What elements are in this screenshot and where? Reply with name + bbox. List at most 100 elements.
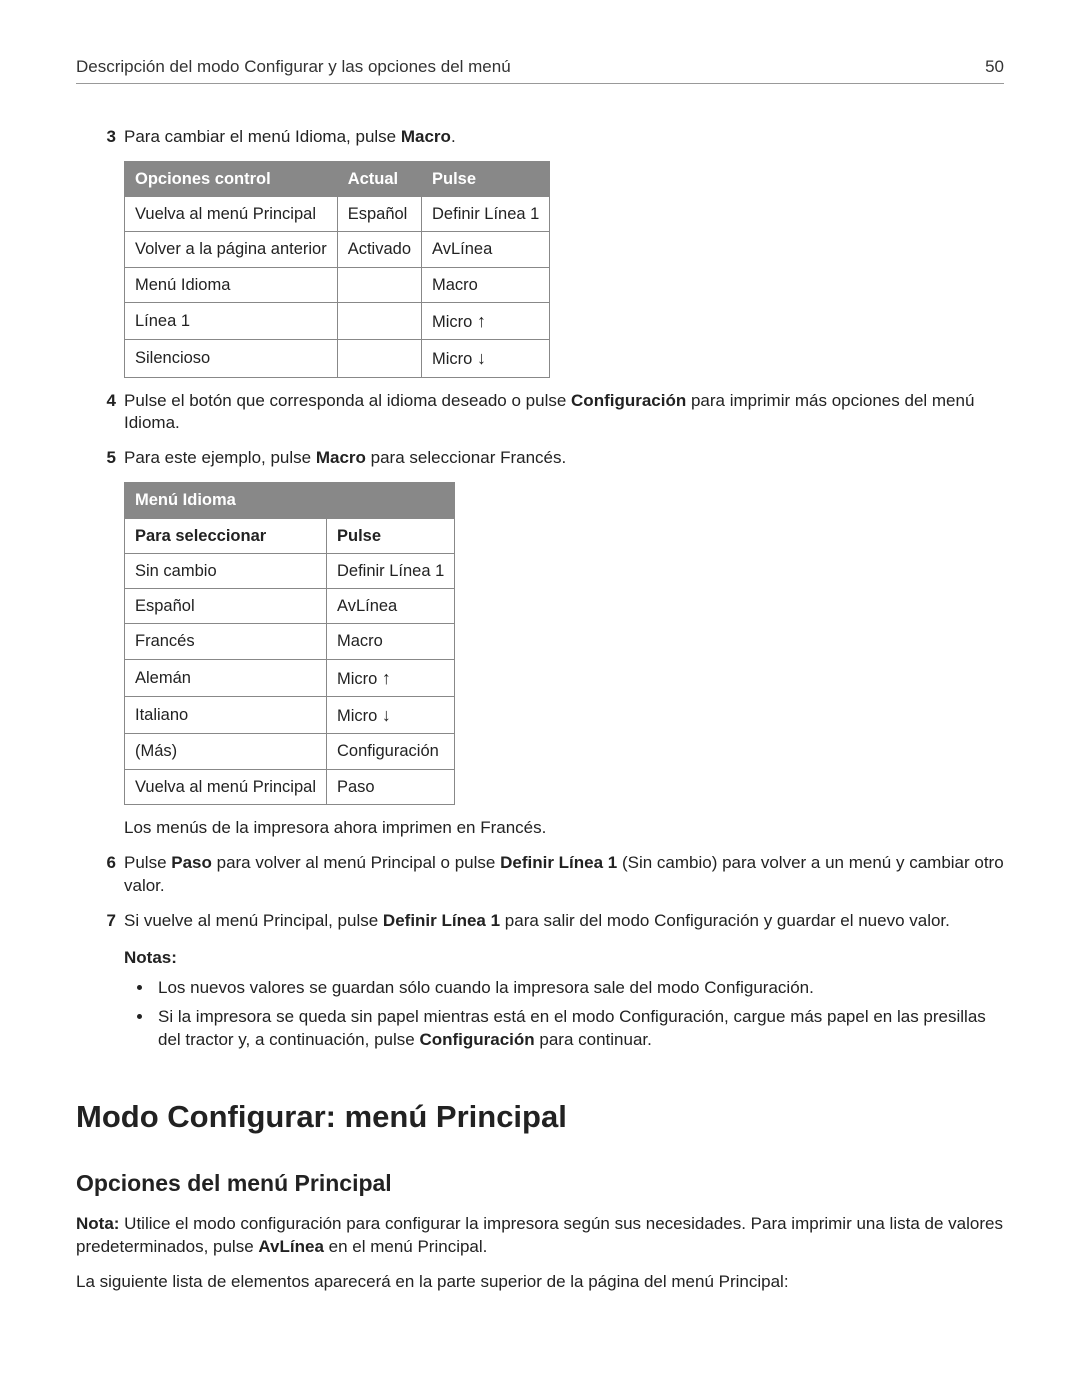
table-cell: Línea 1 bbox=[125, 302, 338, 339]
table-cell: Silencioso bbox=[125, 340, 338, 377]
table2-subhead-row: Para seleccionarPulse bbox=[125, 518, 455, 553]
table-cell bbox=[337, 340, 421, 377]
step7-b1: Definir Línea 1 bbox=[383, 911, 500, 930]
step-number: 7 bbox=[94, 910, 116, 933]
step-body: Para cambiar el menú Idioma, pulse Macro… bbox=[124, 126, 1004, 149]
step6-p2: para volver al menú Principal o pulse bbox=[212, 853, 500, 872]
table-cell: Configuración bbox=[326, 734, 454, 769]
table-row: Sin cambioDefinir Línea 1 bbox=[125, 553, 455, 588]
step-body: Para este ejemplo, pulse Macro para sele… bbox=[124, 447, 1004, 470]
step3-text: Para cambiar el menú Idioma, pulse bbox=[124, 127, 401, 146]
table-row: EspañolAvLínea bbox=[125, 589, 455, 624]
note1-text: Los nuevos valores se guardan sólo cuand… bbox=[158, 978, 814, 997]
step4-text: Pulse el botón que corresponda al idioma… bbox=[124, 391, 571, 410]
table2-title: Menú Idioma bbox=[125, 483, 455, 518]
step-number: 4 bbox=[94, 390, 116, 436]
table-row: ItalianoMicro ↓ bbox=[125, 696, 455, 733]
table-cell: Alemán bbox=[125, 659, 327, 696]
step-5: 5 Para este ejemplo, pulse Macro para se… bbox=[94, 447, 1004, 470]
table-cell: Francés bbox=[125, 624, 327, 659]
table-cell bbox=[337, 302, 421, 339]
table-row: FrancésMacro bbox=[125, 624, 455, 659]
table-cell: (Más) bbox=[125, 734, 327, 769]
table-cell: Menú Idioma bbox=[125, 267, 338, 302]
step-body: Pulse Paso para volver al menú Principal… bbox=[124, 852, 1004, 898]
table-menu-idioma: Menú IdiomaPara seleccionarPulseSin camb… bbox=[124, 482, 455, 804]
step-3: 3 Para cambiar el menú Idioma, pulse Mac… bbox=[94, 126, 1004, 149]
table2-title-row: Menú Idioma bbox=[125, 483, 455, 518]
table-cell: Micro ↑ bbox=[422, 302, 550, 339]
table-row: (Más)Configuración bbox=[125, 734, 455, 769]
step-number: 6 bbox=[94, 852, 116, 898]
step5-text: Para este ejemplo, pulse bbox=[124, 448, 316, 467]
table-cell: Vuelva al menú Principal bbox=[125, 197, 338, 232]
nota-p2: en el menú Principal. bbox=[324, 1237, 487, 1256]
table-row: AlemánMicro ↑ bbox=[125, 659, 455, 696]
table-row: Menú Idioma Macro bbox=[125, 267, 550, 302]
table1-header: Pulse bbox=[422, 161, 550, 196]
post-table2-text: Los menús de la impresora ahora imprimen… bbox=[124, 817, 1004, 840]
step-body: Si vuelve al menú Principal, pulse Defin… bbox=[124, 910, 1004, 933]
nota-b: Nota: bbox=[76, 1214, 119, 1233]
table-cell: Sin cambio bbox=[125, 553, 327, 588]
table-row: Volver a la página anteriorActivadoAvLín… bbox=[125, 232, 550, 267]
table1-header: Opciones control bbox=[125, 161, 338, 196]
table-cell: Micro ↑ bbox=[326, 659, 454, 696]
step-number: 3 bbox=[94, 126, 116, 149]
table-cell: Volver a la página anterior bbox=[125, 232, 338, 267]
step4-bold: Configuración bbox=[571, 391, 686, 410]
table2-subhead: Para seleccionar bbox=[125, 518, 327, 553]
table-row: Línea 1 Micro ↑ bbox=[125, 302, 550, 339]
last-paragraph: La siguiente lista de elementos aparecer… bbox=[76, 1271, 1004, 1294]
step6-p1: Pulse bbox=[124, 853, 171, 872]
step7-p2: para salir del modo Configuración y guar… bbox=[500, 911, 950, 930]
step6-b2: Definir Línea 1 bbox=[500, 853, 617, 872]
table-cell: Activado bbox=[337, 232, 421, 267]
note2-b: Configuración bbox=[419, 1030, 534, 1049]
table-cell: Español bbox=[337, 197, 421, 232]
step-body: Pulse el botón que corresponda al idioma… bbox=[124, 390, 1004, 436]
header-title: Descripción del modo Configurar y las op… bbox=[76, 56, 511, 79]
note-item-2: Si la impresora se queda sin papel mient… bbox=[154, 1006, 1004, 1052]
table-cell: Definir Línea 1 bbox=[422, 197, 550, 232]
table-cell: Macro bbox=[326, 624, 454, 659]
table-cell: Definir Línea 1 bbox=[326, 553, 454, 588]
table-cell: Vuelva al menú Principal bbox=[125, 769, 327, 804]
table-cell: Macro bbox=[422, 267, 550, 302]
notes-list: Los nuevos valores se guardan sólo cuand… bbox=[154, 977, 1004, 1052]
page-header: Descripción del modo Configurar y las op… bbox=[76, 56, 1004, 84]
step-7: 7 Si vuelve al menú Principal, pulse Def… bbox=[94, 910, 1004, 933]
table1-header: Actual bbox=[337, 161, 421, 196]
table-cell: Micro ↓ bbox=[326, 696, 454, 733]
table-cell: Micro ↓ bbox=[422, 340, 550, 377]
step5-after: para seleccionar Francés. bbox=[366, 448, 566, 467]
heading-sub: Opciones del menú Principal bbox=[76, 1168, 1004, 1199]
note-item-1: Los nuevos valores se guardan sólo cuand… bbox=[154, 977, 1004, 1000]
heading-main: Modo Configurar: menú Principal bbox=[76, 1096, 1004, 1138]
notes-label: Notas: bbox=[124, 947, 1004, 970]
table-row: Vuelva al menú PrincipalEspañolDefinir L… bbox=[125, 197, 550, 232]
table-cell: AvLínea bbox=[326, 589, 454, 624]
step7-p1: Si vuelve al menú Principal, pulse bbox=[124, 911, 383, 930]
step-6: 6 Pulse Paso para volver al menú Princip… bbox=[94, 852, 1004, 898]
note2-p2: para continuar. bbox=[535, 1030, 652, 1049]
step-4: 4 Pulse el botón que corresponda al idio… bbox=[94, 390, 1004, 436]
table2-subhead: Pulse bbox=[326, 518, 454, 553]
table-row: Silencioso Micro ↓ bbox=[125, 340, 550, 377]
table-cell: AvLínea bbox=[422, 232, 550, 267]
step5-bold: Macro bbox=[316, 448, 366, 467]
step3-bold: Macro bbox=[401, 127, 451, 146]
nota-b2: AvLínea bbox=[258, 1237, 324, 1256]
header-page-number: 50 bbox=[985, 56, 1004, 79]
step-number: 5 bbox=[94, 447, 116, 470]
step3-after: . bbox=[451, 127, 456, 146]
nota-p1: Utilice el modo configuración para confi… bbox=[76, 1214, 1003, 1256]
table-opciones-control: Opciones controlActualPulse Vuelva al me… bbox=[124, 161, 550, 378]
table-cell: Italiano bbox=[125, 696, 327, 733]
table-row: Vuelva al menú PrincipalPaso bbox=[125, 769, 455, 804]
table-cell: Paso bbox=[326, 769, 454, 804]
table-cell bbox=[337, 267, 421, 302]
step6-b1: Paso bbox=[171, 853, 212, 872]
table-cell: Español bbox=[125, 589, 327, 624]
nota-paragraph: Nota: Utilice el modo configuración para… bbox=[76, 1213, 1004, 1259]
